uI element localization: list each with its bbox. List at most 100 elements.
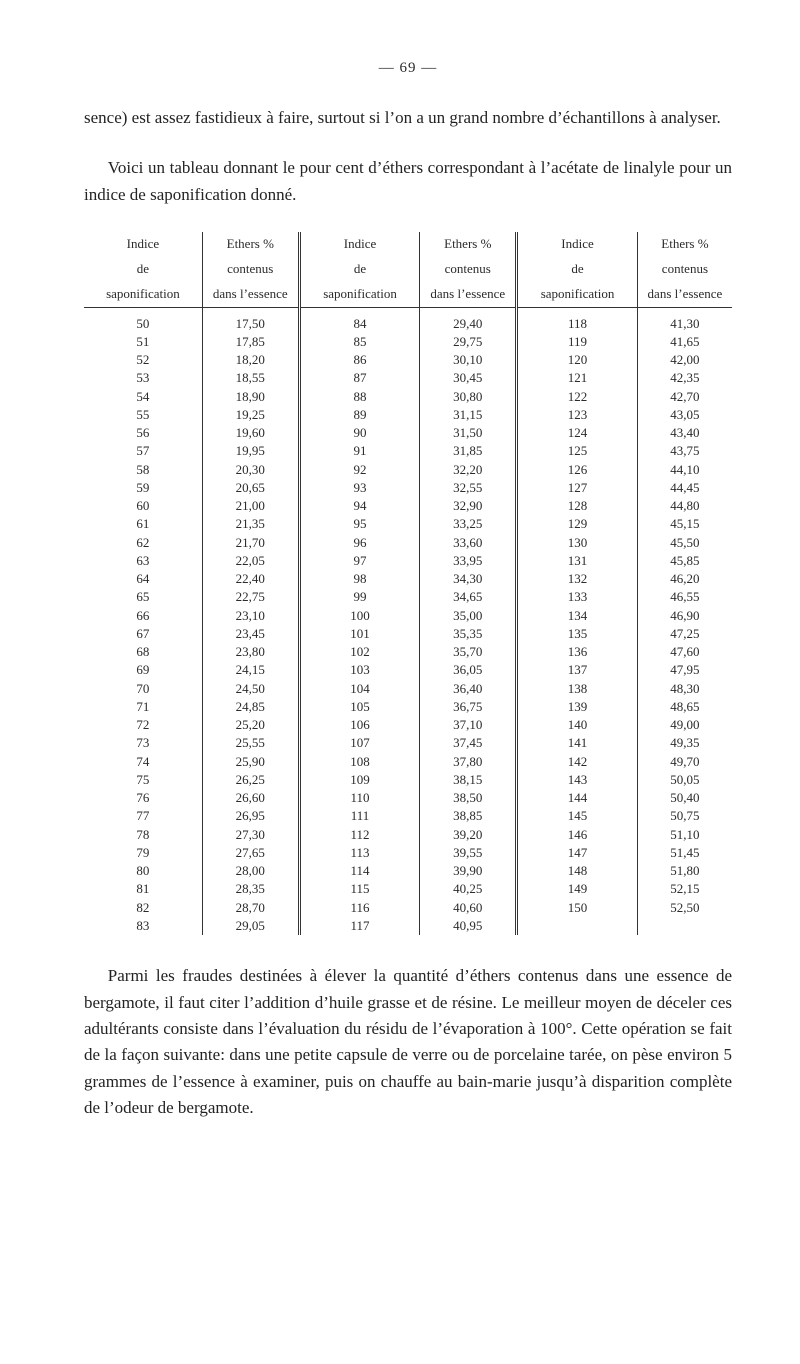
cell-ethers: 38,15 <box>420 771 517 789</box>
table-body: 5017,508429,4011841,305117,858529,751194… <box>84 307 732 935</box>
cell-ethers: 44,45 <box>637 479 732 497</box>
cell-ethers: 42,35 <box>637 369 732 387</box>
cell-ethers: 35,35 <box>420 625 517 643</box>
col-header-ethers-2-sub2: dans l’essence <box>420 282 517 307</box>
cell-ethers: 24,15 <box>202 661 299 679</box>
cell-indice: 67 <box>84 625 202 643</box>
cell-indice: 88 <box>299 388 420 406</box>
paragraph-1: sence) est assez fastidieux à faire, sur… <box>84 105 732 131</box>
table-row: 5017,508429,4011841,30 <box>84 307 732 333</box>
cell-indice: 142 <box>517 753 638 771</box>
saponification-table-wrap: Indice Ethers % Indice Ethers % Indice E… <box>84 232 732 935</box>
cell-ethers: 47,95 <box>637 661 732 679</box>
cell-ethers: 18,55 <box>202 369 299 387</box>
cell-indice: 135 <box>517 625 638 643</box>
cell-ethers: 25,20 <box>202 716 299 734</box>
cell-ethers: 46,20 <box>637 570 732 588</box>
cell-indice: 80 <box>84 862 202 880</box>
cell-ethers: 47,60 <box>637 643 732 661</box>
cell-ethers: 28,00 <box>202 862 299 880</box>
cell-indice: 77 <box>84 807 202 825</box>
cell-indice: 105 <box>299 698 420 716</box>
cell-indice: 112 <box>299 826 420 844</box>
cell-ethers: 37,80 <box>420 753 517 771</box>
cell-indice: 120 <box>517 351 638 369</box>
cell-ethers: 26,25 <box>202 771 299 789</box>
cell-ethers: 43,40 <box>637 424 732 442</box>
cell-indice: 50 <box>84 307 202 333</box>
cell-indice: 79 <box>84 844 202 862</box>
table-row: 5318,558730,4512142,35 <box>84 369 732 387</box>
cell-ethers: 23,45 <box>202 625 299 643</box>
cell-ethers: 39,55 <box>420 844 517 862</box>
table-row: 5719,959131,8512543,75 <box>84 442 732 460</box>
cell-ethers: 27,65 <box>202 844 299 862</box>
table-row: 7325,5510737,4514149,35 <box>84 734 732 752</box>
cell-ethers: 33,60 <box>420 534 517 552</box>
cell-ethers: 28,35 <box>202 880 299 898</box>
cell-indice: 116 <box>299 899 420 917</box>
cell-indice: 109 <box>299 771 420 789</box>
cell-indice: 82 <box>84 899 202 917</box>
cell-indice: 107 <box>299 734 420 752</box>
cell-ethers: 49,70 <box>637 753 732 771</box>
col-header-indice-3-sub: de <box>517 257 638 282</box>
cell-ethers: 41,65 <box>637 333 732 351</box>
col-header-indice-2-sub2: saponification <box>299 282 420 307</box>
cell-ethers: 34,30 <box>420 570 517 588</box>
table-row: 7827,3011239,2014651,10 <box>84 826 732 844</box>
cell-ethers: 21,35 <box>202 515 299 533</box>
cell-indice: 55 <box>84 406 202 424</box>
cell-indice: 127 <box>517 479 638 497</box>
cell-indice: 70 <box>84 680 202 698</box>
table-row: 5418,908830,8012242,70 <box>84 388 732 406</box>
cell-ethers: 22,75 <box>202 588 299 606</box>
cell-indice: 110 <box>299 789 420 807</box>
cell-indice: 113 <box>299 844 420 862</box>
table-row: 5920,659332,5512744,45 <box>84 479 732 497</box>
cell-ethers: 20,65 <box>202 479 299 497</box>
table-row: 6221,709633,6013045,50 <box>84 534 732 552</box>
cell-indice: 132 <box>517 570 638 588</box>
cell-indice: 139 <box>517 698 638 716</box>
cell-indice: 138 <box>517 680 638 698</box>
col-header-ethers-3-sub: contenus <box>637 257 732 282</box>
table-row: 7024,5010436,4013848,30 <box>84 680 732 698</box>
cell-ethers: 38,85 <box>420 807 517 825</box>
cell-ethers: 19,60 <box>202 424 299 442</box>
cell-ethers: 28,70 <box>202 899 299 917</box>
cell-indice: 52 <box>84 351 202 369</box>
cell-indice: 69 <box>84 661 202 679</box>
cell-ethers: 46,90 <box>637 607 732 625</box>
cell-ethers: 27,30 <box>202 826 299 844</box>
cell-ethers: 48,65 <box>637 698 732 716</box>
cell-ethers: 36,40 <box>420 680 517 698</box>
cell-ethers: 40,60 <box>420 899 517 917</box>
col-header-indice-2: Indice <box>299 232 420 257</box>
cell-ethers: 29,40 <box>420 307 517 333</box>
cell-ethers: 42,70 <box>637 388 732 406</box>
cell-ethers: 32,20 <box>420 461 517 479</box>
cell-ethers: 22,40 <box>202 570 299 588</box>
col-header-ethers-1: Ethers % <box>202 232 299 257</box>
cell-ethers <box>637 917 732 935</box>
table-row: 6121,359533,2512945,15 <box>84 515 732 533</box>
cell-ethers: 25,90 <box>202 753 299 771</box>
col-header-indice-3-sub2: saponification <box>517 282 638 307</box>
cell-ethers: 39,90 <box>420 862 517 880</box>
cell-ethers: 37,45 <box>420 734 517 752</box>
cell-ethers: 52,15 <box>637 880 732 898</box>
table-row: 5519,258931,1512343,05 <box>84 406 732 424</box>
cell-indice: 92 <box>299 461 420 479</box>
cell-indice: 111 <box>299 807 420 825</box>
table-row: 7526,2510938,1514350,05 <box>84 771 732 789</box>
cell-ethers: 24,50 <box>202 680 299 698</box>
cell-ethers: 21,00 <box>202 497 299 515</box>
cell-ethers: 40,95 <box>420 917 517 935</box>
cell-indice: 146 <box>517 826 638 844</box>
table-row: 6924,1510336,0513747,95 <box>84 661 732 679</box>
cell-indice: 149 <box>517 880 638 898</box>
cell-ethers: 50,75 <box>637 807 732 825</box>
table-row: 6021,009432,9012844,80 <box>84 497 732 515</box>
cell-indice: 150 <box>517 899 638 917</box>
